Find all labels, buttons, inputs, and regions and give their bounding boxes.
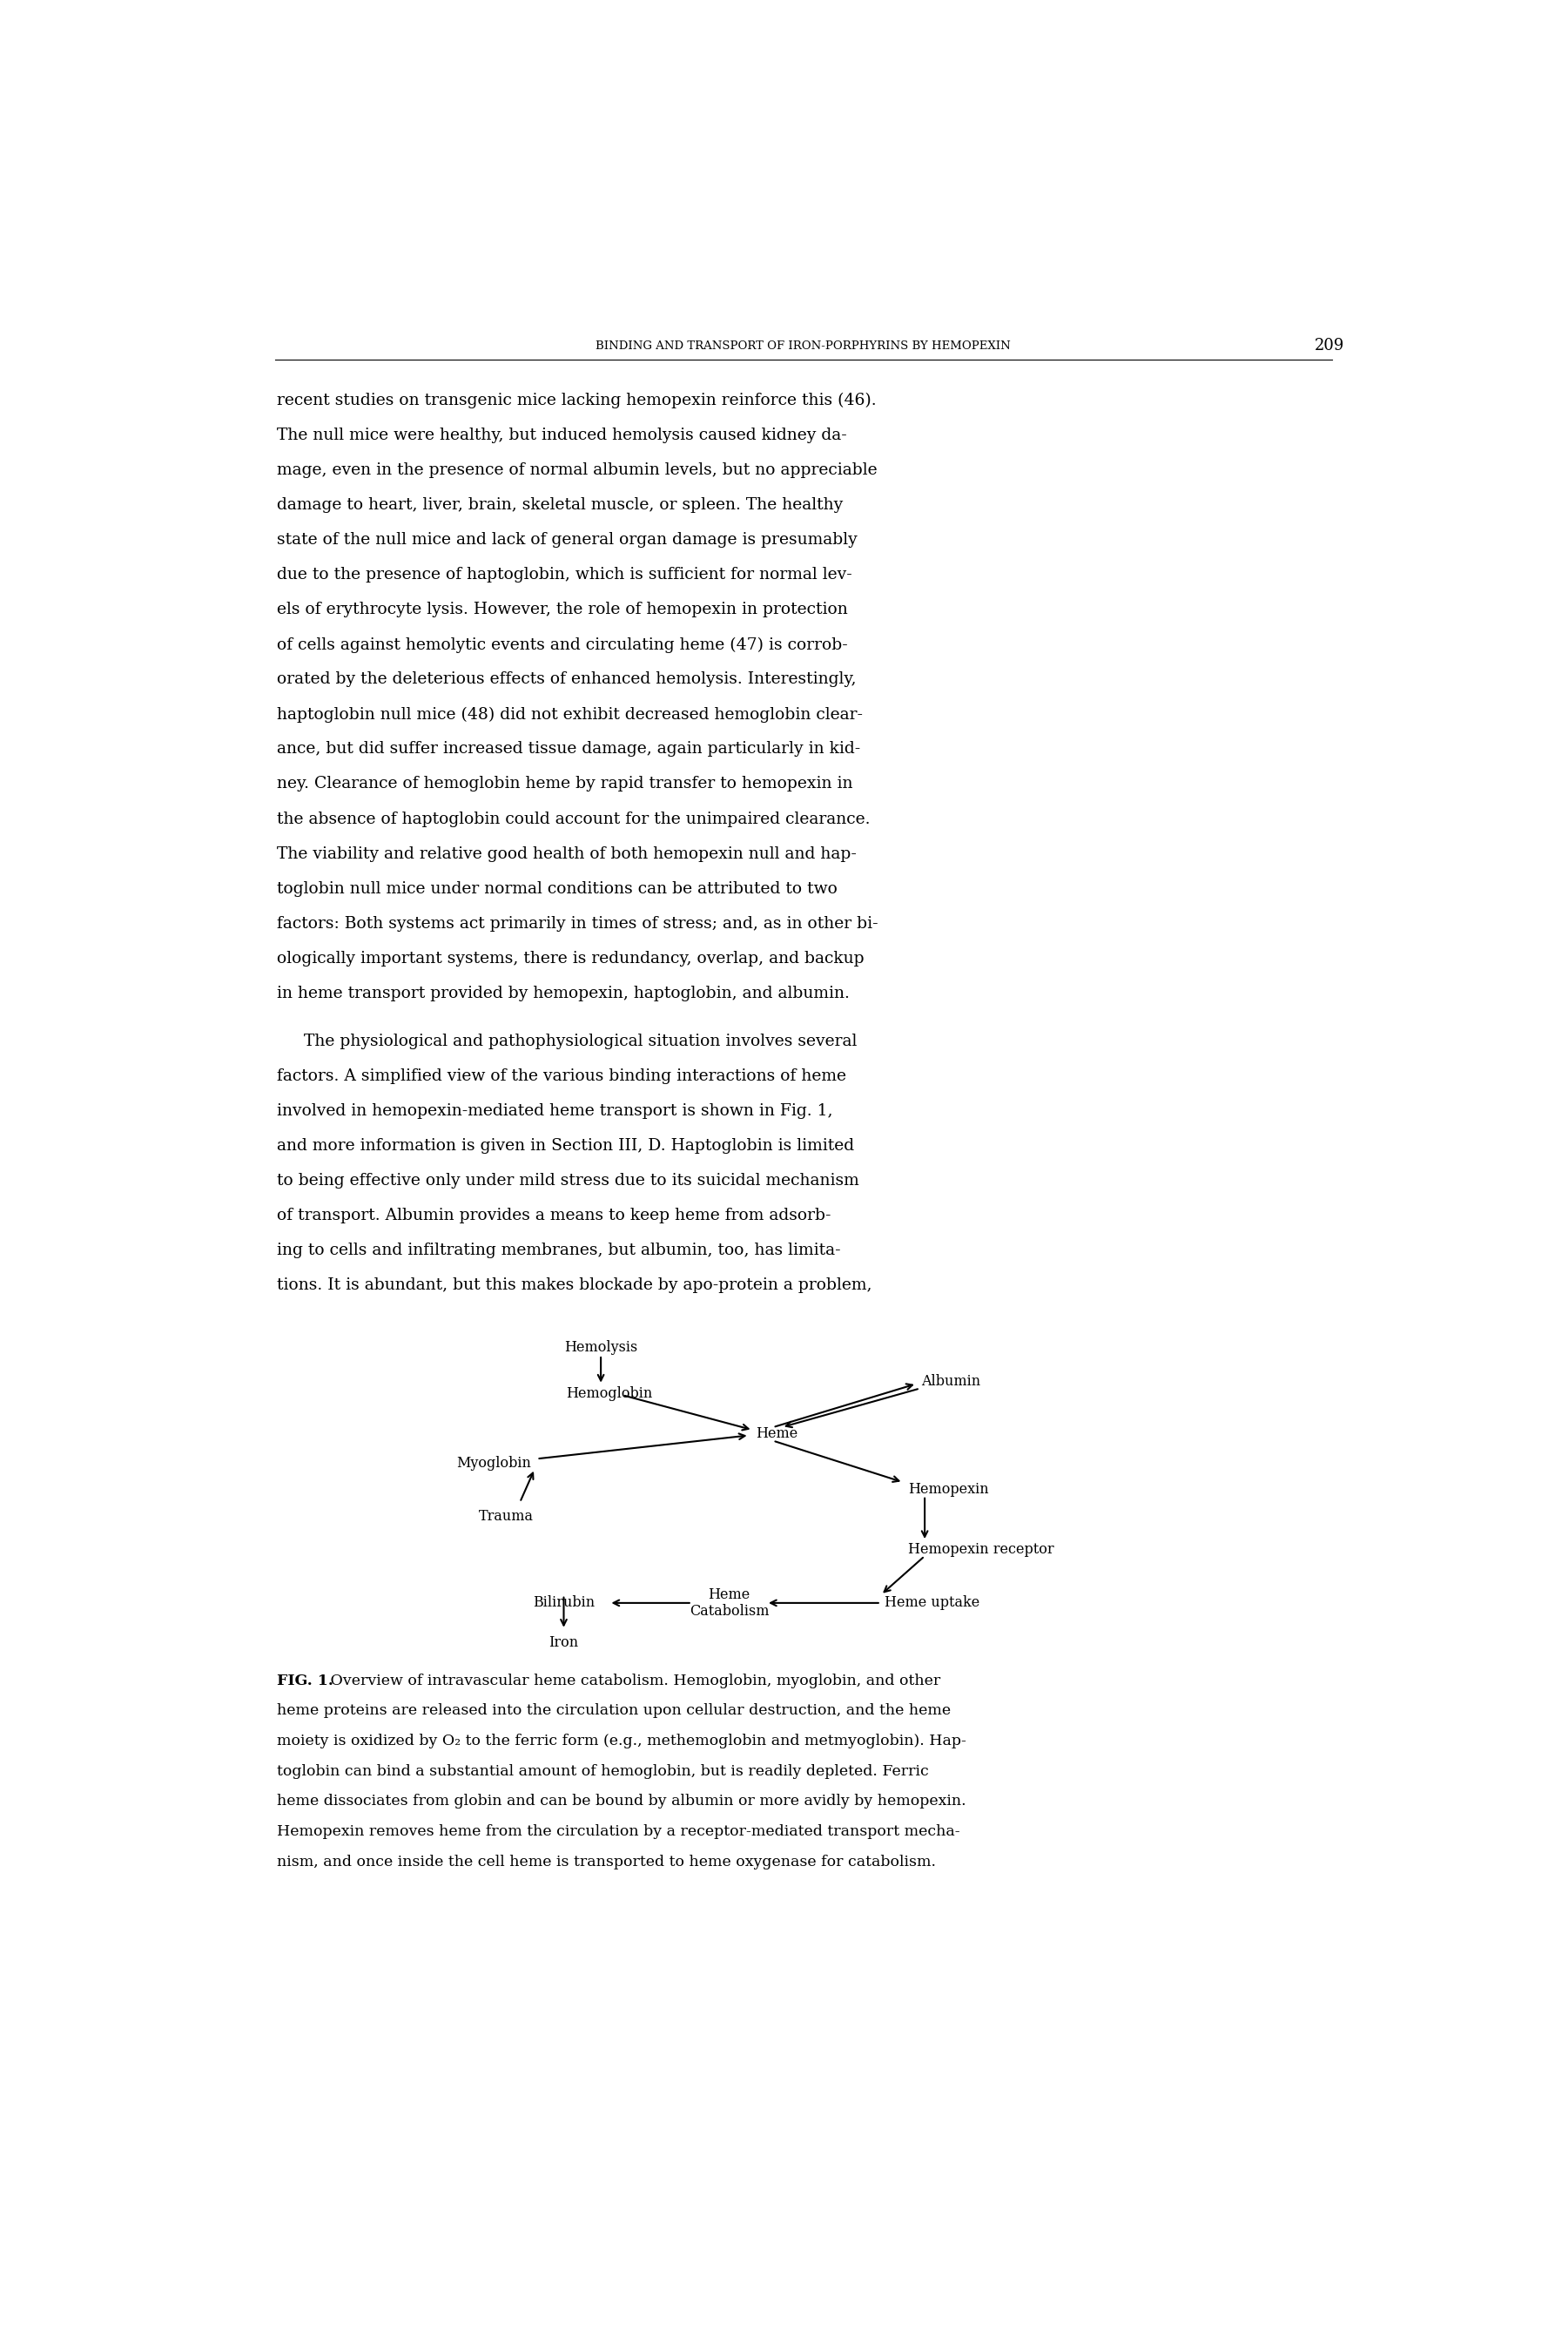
- Text: ance, but did suffer increased tissue damage, again particularly in kid-: ance, but did suffer increased tissue da…: [278, 741, 861, 757]
- Text: els of erythrocyte lysis. However, the role of hemopexin in protection: els of erythrocyte lysis. However, the r…: [278, 602, 848, 618]
- Text: mage, even in the presence of normal albumin levels, but no appreciable: mage, even in the presence of normal alb…: [278, 463, 878, 477]
- Text: heme proteins are released into the circulation upon cellular destruction, and t: heme proteins are released into the circ…: [278, 1704, 950, 1719]
- Text: Hemoglobin: Hemoglobin: [566, 1387, 652, 1401]
- Text: Hemopexin receptor: Hemopexin receptor: [908, 1542, 1054, 1556]
- Text: the absence of haptoglobin could account for the unimpaired clearance.: the absence of haptoglobin could account…: [278, 811, 870, 828]
- Text: BINDING AND TRANSPORT OF IRON-PORPHYRINS BY HEMOPEXIN: BINDING AND TRANSPORT OF IRON-PORPHYRINS…: [596, 341, 1011, 353]
- Text: nism, and once inside the cell heme is transported to heme oxygenase for catabol: nism, and once inside the cell heme is t…: [278, 1855, 936, 1869]
- Text: ing to cells and infiltrating membranes, but albumin, too, has limita-: ing to cells and infiltrating membranes,…: [278, 1244, 840, 1258]
- Text: damage to heart, liver, brain, skeletal muscle, or spleen. The healthy: damage to heart, liver, brain, skeletal …: [278, 498, 844, 513]
- Text: Hemopexin: Hemopexin: [908, 1481, 988, 1495]
- Text: Overview of intravascular heme catabolism. Hemoglobin, myoglobin, and other: Overview of intravascular heme catabolis…: [326, 1674, 941, 1688]
- Text: orated by the deleterious effects of enhanced hemolysis. Interestingly,: orated by the deleterious effects of enh…: [278, 672, 856, 686]
- Text: Hemopexin removes heme from the circulation by a receptor-mediated transport mec: Hemopexin removes heme from the circulat…: [278, 1824, 960, 1838]
- Text: of cells against hemolytic events and circulating heme (47) is corrob-: of cells against hemolytic events and ci…: [278, 637, 848, 654]
- Text: to being effective only under mild stress due to its suicidal mechanism: to being effective only under mild stres…: [278, 1173, 859, 1190]
- Text: involved in hemopexin-mediated heme transport is shown in Fig. 1,: involved in hemopexin-mediated heme tran…: [278, 1103, 833, 1119]
- Text: The physiological and pathophysiological situation involves several: The physiological and pathophysiological…: [304, 1034, 858, 1049]
- Text: toglobin can bind a substantial amount of hemoglobin, but is readily depleted. F: toglobin can bind a substantial amount o…: [278, 1763, 928, 1780]
- Text: in heme transport provided by hemopexin, haptoglobin, and albumin.: in heme transport provided by hemopexin,…: [278, 985, 850, 1002]
- Text: tions. It is abundant, but this makes blockade by apo-protein a problem,: tions. It is abundant, but this makes bl…: [278, 1279, 872, 1293]
- Text: Myoglobin: Myoglobin: [456, 1455, 532, 1472]
- Text: Albumin: Albumin: [922, 1375, 980, 1389]
- Text: and more information is given in Section III, D. Haptoglobin is limited: and more information is given in Section…: [278, 1138, 855, 1154]
- Text: state of the null mice and lack of general organ damage is presumably: state of the null mice and lack of gener…: [278, 531, 858, 548]
- Text: heme dissociates from globin and can be bound by albumin or more avidly by hemop: heme dissociates from globin and can be …: [278, 1794, 966, 1808]
- Text: haptoglobin null mice (48) did not exhibit decreased hemoglobin clear-: haptoglobin null mice (48) did not exhib…: [278, 708, 862, 722]
- Text: factors. A simplified view of the various binding interactions of heme: factors. A simplified view of the variou…: [278, 1070, 847, 1084]
- Text: Hemolysis: Hemolysis: [564, 1340, 638, 1354]
- Text: The viability and relative good health of both hemopexin null and hap-: The viability and relative good health o…: [278, 846, 856, 863]
- Text: Bilirubin: Bilirubin: [533, 1596, 594, 1610]
- Text: Heme uptake: Heme uptake: [884, 1596, 980, 1610]
- Text: Trauma: Trauma: [478, 1509, 533, 1523]
- Text: factors: Both systems act primarily in times of stress; and, as in other bi-: factors: Both systems act primarily in t…: [278, 917, 878, 931]
- Text: The null mice were healthy, but induced hemolysis caused kidney da-: The null mice were healthy, but induced …: [278, 428, 847, 444]
- Text: ologically important systems, there is redundancy, overlap, and backup: ologically important systems, there is r…: [278, 950, 864, 966]
- Text: toglobin null mice under normal conditions can be attributed to two: toglobin null mice under normal conditio…: [278, 882, 837, 896]
- Text: Iron: Iron: [549, 1636, 579, 1650]
- Text: Heme: Heme: [756, 1427, 798, 1441]
- Text: of transport. Albumin provides a means to keep heme from adsorb-: of transport. Albumin provides a means t…: [278, 1208, 831, 1225]
- Text: Heme
Catabolism: Heme Catabolism: [690, 1587, 768, 1620]
- Text: ney. Clearance of hemoglobin heme by rapid transfer to hemopexin in: ney. Clearance of hemoglobin heme by rap…: [278, 776, 853, 792]
- Text: FIG. 1.: FIG. 1.: [278, 1674, 334, 1688]
- Text: recent studies on transgenic mice lacking hemopexin reinforce this (46).: recent studies on transgenic mice lackin…: [278, 393, 877, 409]
- Text: moiety is oxidized by O₂ to the ferric form (e.g., methemoglobin and metmyoglobi: moiety is oxidized by O₂ to the ferric f…: [278, 1733, 966, 1749]
- Text: 209: 209: [1314, 339, 1344, 353]
- Text: due to the presence of haptoglobin, which is sufficient for normal lev-: due to the presence of haptoglobin, whic…: [278, 567, 853, 583]
